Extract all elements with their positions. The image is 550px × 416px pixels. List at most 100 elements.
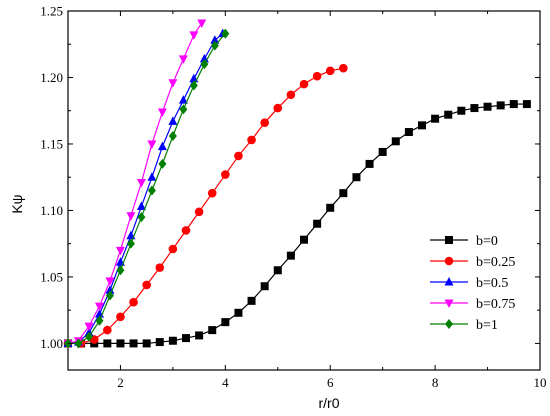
legend-label: b=0.25 bbox=[476, 255, 515, 270]
data-point bbox=[312, 71, 322, 81]
data-point bbox=[260, 282, 269, 291]
legend: b=0 b=0.25 b=0.5 b=0.75 b=1 bbox=[430, 234, 515, 333]
series-3 bbox=[63, 19, 207, 349]
data-point bbox=[365, 159, 374, 168]
data-point bbox=[195, 331, 204, 340]
legend-item: b=0.25 bbox=[430, 255, 515, 270]
series-line bbox=[67, 33, 224, 345]
data-point bbox=[194, 207, 204, 217]
data-point bbox=[155, 263, 165, 272]
series-line bbox=[68, 33, 226, 345]
data-point bbox=[189, 80, 198, 91]
data-point bbox=[208, 326, 217, 335]
y-tick-label: 1.05 bbox=[40, 269, 63, 284]
legend-marker bbox=[445, 319, 453, 329]
data-point bbox=[378, 147, 387, 156]
data-point bbox=[444, 110, 453, 119]
data-point bbox=[210, 40, 219, 51]
data-point bbox=[129, 339, 138, 348]
plot-border bbox=[67, 10, 541, 371]
data-point bbox=[179, 104, 188, 115]
x-tick-label: 6 bbox=[327, 375, 334, 390]
legend-marker bbox=[444, 256, 454, 266]
data-point bbox=[496, 101, 505, 110]
data-point bbox=[483, 102, 492, 111]
x-tick-label: 8 bbox=[432, 375, 439, 390]
data-point bbox=[168, 336, 177, 345]
data-point bbox=[168, 79, 178, 88]
data-point bbox=[234, 151, 243, 161]
series-line bbox=[68, 103, 527, 345]
data-point bbox=[273, 103, 283, 113]
data-point bbox=[116, 339, 125, 348]
data-point bbox=[74, 338, 83, 349]
legend-label: b=0 bbox=[476, 234, 498, 249]
data-point bbox=[404, 127, 413, 136]
data-point bbox=[210, 35, 220, 44]
data-point bbox=[147, 172, 157, 181]
data-point bbox=[126, 238, 135, 249]
data-point bbox=[142, 339, 151, 348]
data-point bbox=[168, 130, 177, 141]
data-point bbox=[221, 318, 230, 327]
data-point bbox=[197, 19, 207, 28]
data-point bbox=[178, 95, 188, 104]
data-point bbox=[273, 266, 282, 275]
data-point bbox=[129, 297, 138, 307]
data-point bbox=[300, 235, 308, 244]
legend-item: b=0 bbox=[430, 234, 498, 249]
data-point bbox=[105, 277, 115, 286]
x-tick-label: 10 bbox=[534, 375, 547, 390]
data-point bbox=[418, 121, 426, 130]
data-point bbox=[221, 28, 230, 39]
data-point bbox=[221, 170, 230, 179]
series-4 bbox=[64, 28, 230, 349]
data-point bbox=[234, 308, 243, 317]
data-point bbox=[189, 31, 199, 40]
x-tick-label: 4 bbox=[222, 375, 229, 390]
legend-marker bbox=[444, 299, 454, 308]
data-point bbox=[103, 325, 112, 335]
data-point bbox=[116, 265, 125, 276]
data-point bbox=[147, 140, 157, 149]
legend-label: b=0.5 bbox=[476, 276, 508, 291]
plot-frame bbox=[67, 10, 541, 371]
series-layer bbox=[63, 19, 531, 349]
data-point bbox=[94, 302, 104, 312]
y-tick-label: 1.25 bbox=[40, 4, 63, 19]
y-tick-label: 1.10 bbox=[40, 203, 63, 218]
data-point bbox=[147, 185, 156, 196]
data-point bbox=[286, 90, 296, 100]
data-point bbox=[339, 63, 348, 73]
y-tick-label: 1.20 bbox=[40, 70, 63, 85]
y-tick-label: 1.00 bbox=[40, 336, 63, 351]
data-point bbox=[207, 188, 217, 198]
data-point bbox=[339, 189, 348, 198]
data-point bbox=[200, 59, 209, 70]
data-point bbox=[299, 79, 309, 89]
legend-marker bbox=[445, 236, 453, 244]
data-point bbox=[84, 331, 93, 342]
data-point bbox=[95, 315, 104, 326]
data-point bbox=[178, 55, 188, 64]
legend-marker bbox=[444, 277, 454, 286]
data-point bbox=[116, 312, 125, 322]
data-point bbox=[142, 280, 151, 290]
data-point bbox=[247, 135, 256, 145]
data-point bbox=[286, 251, 295, 260]
series-0 bbox=[64, 100, 531, 348]
data-point bbox=[352, 173, 361, 182]
legend-item: b=0.75 bbox=[430, 297, 515, 312]
data-point bbox=[260, 118, 269, 127]
data-point bbox=[158, 158, 167, 169]
data-point bbox=[157, 141, 167, 151]
x-axis-title: r/r0 bbox=[319, 395, 340, 411]
data-point bbox=[457, 106, 466, 115]
data-point bbox=[313, 219, 322, 228]
data-point bbox=[182, 334, 190, 343]
data-point bbox=[431, 114, 440, 123]
y-tick-label: 1.15 bbox=[40, 136, 63, 151]
axes-layer: 2 4 6 8 10 1.00 1.05 1.10 1.15 1.20 1.25 bbox=[40, 4, 546, 391]
series-line bbox=[68, 67, 344, 345]
data-point bbox=[470, 104, 479, 113]
